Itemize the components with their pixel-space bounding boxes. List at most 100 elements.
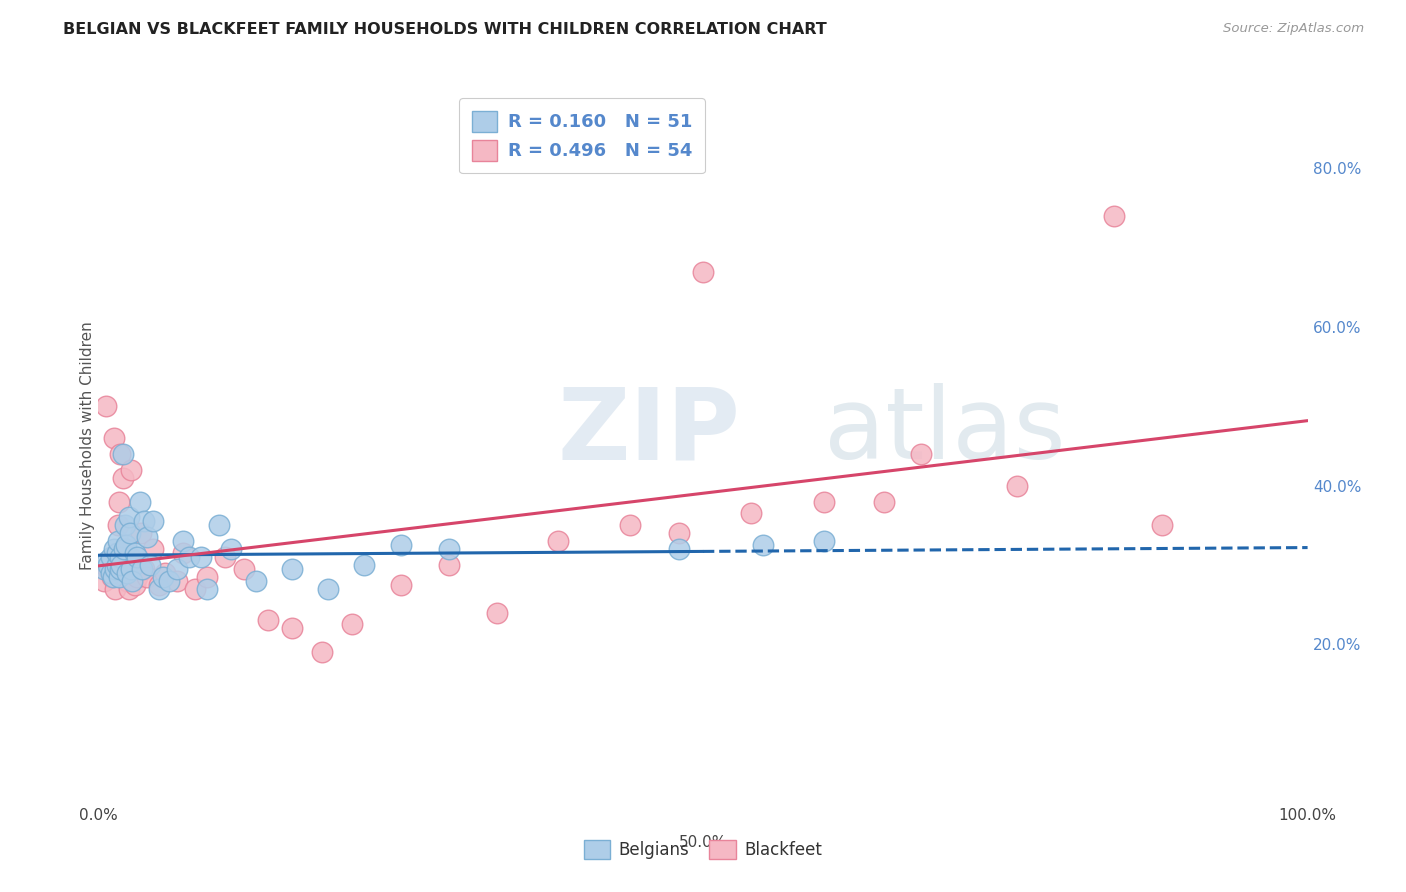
Point — [100, 566, 122, 580]
Point — [108, 562, 131, 576]
Point — [118, 526, 141, 541]
Point — [108, 447, 131, 461]
Point — [124, 546, 146, 560]
Point — [101, 570, 124, 584]
Point — [910, 447, 932, 461]
Point — [107, 518, 129, 533]
Point — [148, 578, 170, 592]
Point — [813, 534, 835, 549]
Point — [172, 546, 194, 560]
Point — [115, 538, 138, 552]
Point — [108, 570, 131, 584]
Point — [142, 542, 165, 557]
Point — [1152, 518, 1174, 533]
Point — [437, 558, 460, 572]
Point — [129, 526, 152, 541]
Point — [195, 582, 218, 596]
Point — [112, 562, 135, 576]
Point — [107, 534, 129, 549]
Point — [221, 542, 243, 557]
Point — [135, 530, 157, 544]
Point — [103, 431, 125, 445]
Point — [166, 562, 188, 576]
Point — [281, 562, 304, 576]
Point — [172, 534, 194, 549]
Point — [668, 542, 690, 557]
Point — [353, 558, 375, 572]
Point — [118, 582, 141, 596]
Point — [118, 549, 141, 564]
Point — [389, 538, 412, 552]
Point — [120, 463, 142, 477]
Point — [100, 570, 122, 584]
Point — [157, 574, 180, 588]
Point — [619, 518, 641, 533]
Point — [108, 549, 131, 564]
Point — [486, 606, 509, 620]
Point — [813, 494, 835, 508]
Point — [873, 494, 896, 508]
Point — [112, 542, 135, 557]
Point — [316, 582, 339, 596]
Point — [117, 574, 139, 588]
Point — [256, 614, 278, 628]
Point — [111, 447, 134, 461]
Point — [1102, 209, 1125, 223]
Text: atlas: atlas — [824, 384, 1066, 480]
Point — [134, 562, 156, 576]
Point — [114, 518, 136, 533]
Point — [108, 494, 131, 508]
Point — [139, 558, 162, 572]
Point — [103, 542, 125, 557]
Point — [692, 264, 714, 278]
Point — [110, 558, 132, 572]
Point — [195, 570, 218, 584]
Point — [184, 582, 207, 596]
Point — [111, 471, 134, 485]
Point — [93, 574, 115, 588]
Legend: Belgians, Blackfeet: Belgians, Blackfeet — [576, 833, 830, 866]
Point — [121, 574, 143, 588]
Point — [166, 574, 188, 588]
Point — [437, 542, 460, 557]
Point — [105, 566, 128, 580]
Point — [311, 645, 333, 659]
Point — [1007, 478, 1029, 492]
Point — [110, 558, 132, 572]
Point — [101, 549, 124, 564]
Point — [142, 514, 165, 528]
Point — [208, 518, 231, 533]
Point — [127, 549, 149, 564]
Point — [105, 558, 128, 572]
Point — [97, 558, 120, 572]
Point — [752, 538, 775, 552]
Point — [114, 570, 136, 584]
Point — [179, 549, 201, 564]
Point — [153, 566, 176, 580]
Point — [120, 562, 142, 576]
Point — [115, 542, 138, 557]
Point — [117, 566, 139, 580]
Point — [148, 582, 170, 596]
Point — [93, 562, 115, 576]
Y-axis label: Family Households with Children: Family Households with Children — [80, 322, 94, 570]
Point — [100, 558, 122, 572]
Text: ZIP: ZIP — [558, 384, 741, 480]
Point — [389, 578, 412, 592]
Point — [94, 400, 117, 414]
Point — [100, 549, 122, 564]
Point — [190, 549, 212, 564]
Point — [118, 510, 141, 524]
Point — [668, 526, 690, 541]
Point — [547, 534, 569, 549]
Point — [245, 574, 267, 588]
Text: 50.0%: 50.0% — [679, 835, 727, 850]
Point — [281, 621, 304, 635]
Point — [127, 570, 149, 584]
Text: BELGIAN VS BLACKFEET FAMILY HOUSEHOLDS WITH CHILDREN CORRELATION CHART: BELGIAN VS BLACKFEET FAMILY HOUSEHOLDS W… — [63, 22, 827, 37]
Point — [134, 514, 156, 528]
Point — [128, 494, 150, 508]
Point — [232, 562, 254, 576]
Point — [152, 570, 174, 584]
Point — [214, 549, 236, 564]
